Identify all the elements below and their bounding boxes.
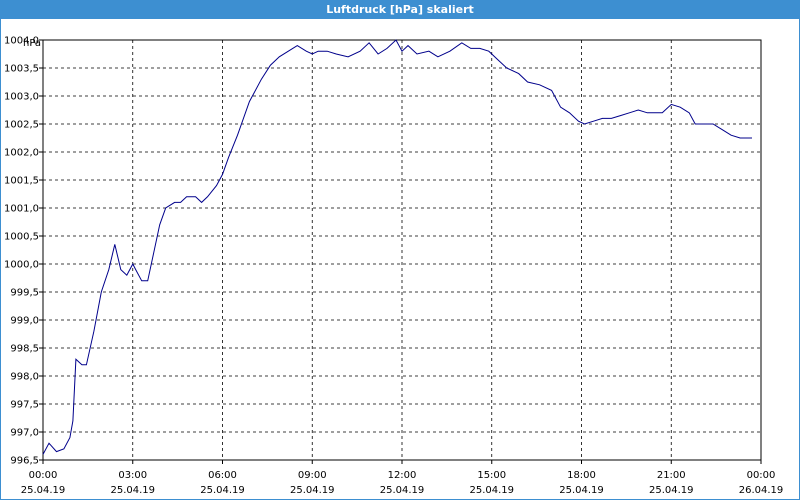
- y-tick-label: 1004,0: [4, 36, 39, 47]
- y-tick-label: 997,5: [10, 400, 39, 411]
- chart-grid: [43, 40, 761, 460]
- x-tick-date: 25.04.19: [380, 485, 425, 496]
- y-tick-label: 1003,0: [4, 92, 39, 103]
- window-title: Luftdruck [hPa] skaliert: [1, 1, 799, 19]
- series-line: [42, 39, 752, 455]
- x-tick-time: 15:00: [477, 470, 506, 481]
- y-axis-ticks: 996,5 997,0 997,5 998,0 998,5 999,0 999,5 1000,…: [4, 36, 39, 467]
- y-tick-label: 998,0: [10, 372, 39, 383]
- x-tick-date: 25.04.19: [200, 485, 245, 496]
- y-tick-label: 1002,5: [4, 120, 39, 131]
- line-chart: 996,5 997,0 997,5 998,0 998,5 999,0 999,5 1000,…: [4, 36, 784, 497]
- y-tick-label: 1003,5: [4, 64, 39, 75]
- y-tick-label: 998,5: [10, 344, 39, 355]
- y-tick-label: 999,5: [10, 288, 39, 299]
- x-tick-time: 09:00: [298, 470, 327, 481]
- x-tick-date: 25.04.19: [21, 485, 66, 496]
- x-tick-time: 12:00: [388, 470, 417, 481]
- x-tick-date: 25.04.19: [290, 485, 335, 496]
- y-tick-label: 1000,5: [4, 232, 39, 243]
- x-tick-date: 25.04.19: [649, 485, 694, 496]
- x-tick-date: 25.04.19: [110, 485, 155, 496]
- y-tick-label: 1001,5: [4, 176, 39, 187]
- y-tick-label: 1002,0: [4, 148, 39, 159]
- x-tick-time: 03:00: [118, 470, 147, 481]
- x-tick-time: 18:00: [567, 470, 596, 481]
- x-axis-ticks: 00:00 25.04.19 03:00 25.04.19 06:00 25.04.19 0…: [21, 470, 784, 496]
- y-tick-label: 997,0: [10, 428, 39, 439]
- x-tick-date: 25.04.19: [469, 485, 514, 496]
- x-tick-date: 25.04.19: [559, 485, 604, 496]
- y-axis-label: hPa: [23, 38, 41, 49]
- x-tick-date: 26.04.19: [739, 485, 784, 496]
- x-tick-time: 00:00: [29, 470, 58, 481]
- y-tick-label: 1001,0: [4, 204, 39, 215]
- x-tick-time: 06:00: [208, 470, 237, 481]
- y-tick-label: 999,0: [10, 316, 39, 327]
- y-tick-label: 1000,0: [4, 260, 39, 271]
- chart-axes: [39, 39, 762, 464]
- y-tick-label: 996,5: [10, 456, 39, 467]
- x-tick-time: 00:00: [747, 470, 776, 481]
- x-tick-time: 21:00: [657, 470, 686, 481]
